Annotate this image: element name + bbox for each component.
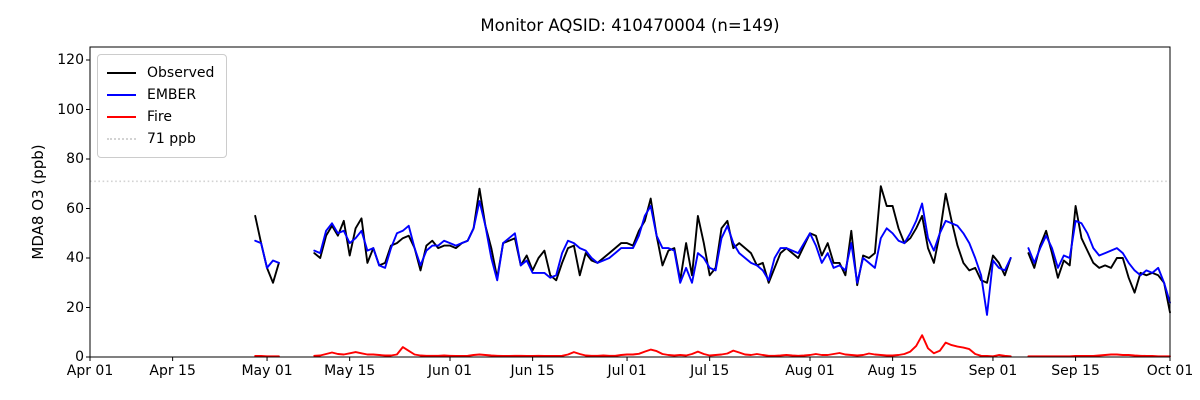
x-tick-label: May 15 [324,363,376,379]
legend-label-threshold: 71 ppb [147,131,196,147]
x-tick-label: Apr 15 [149,363,196,379]
x-tick-label: Jun 01 [427,363,473,379]
legend-item-fire: Fire [107,106,214,128]
x-tick-label: Sep 01 [968,363,1018,379]
y-tick-label: 60 [66,200,84,217]
x-tick-label: Jul 15 [690,363,730,379]
series-fire-line [313,334,1012,358]
x-tick-label: Sep 15 [1051,363,1100,379]
legend: Observed EMBER Fire 71 ppb [97,54,228,158]
y-tick-label: 100 [57,101,84,118]
y-tick-label: 120 [57,52,84,68]
x-tick-label: Oct 01 [1146,363,1194,379]
threshold-line-icon [107,138,136,140]
ember-line-icon [107,94,136,96]
chart-title: Monitor AQSID: 410470004 (n=149) [480,16,780,35]
legend-item-threshold: 71 ppb [107,128,214,150]
y-tick-label: 20 [66,299,84,316]
fire-line-icon [107,116,136,118]
legend-item-observed: Observed [107,62,214,84]
series-observed-line [1027,205,1171,314]
series-observed-line [254,214,280,284]
x-tick-label: May 01 [241,363,293,379]
x-tick-label: Jul 01 [607,363,647,379]
observed-line-icon [107,72,136,74]
x-tick-label: Aug 15 [867,363,918,379]
y-tick-label: 80 [66,151,84,167]
series-fire-line [1027,353,1171,358]
x-tick-label: Apr 01 [66,363,114,379]
series-ember-line [313,200,1012,316]
x-tick-label: Aug 01 [785,363,835,379]
legend-item-ember: EMBER [107,84,214,106]
x-tick-label: Jun 15 [510,363,555,379]
y-tick-label: 40 [66,250,84,266]
plot-border [89,46,1171,358]
legend-label-fire: Fire [147,109,172,125]
series-observed-line [313,185,1012,287]
legend-label-observed: Observed [147,65,215,81]
series-ember-line [1027,219,1171,304]
y-tick-label: 0 [75,349,84,365]
legend-label-ember: EMBER [147,87,197,103]
series-ember-line [254,239,280,269]
